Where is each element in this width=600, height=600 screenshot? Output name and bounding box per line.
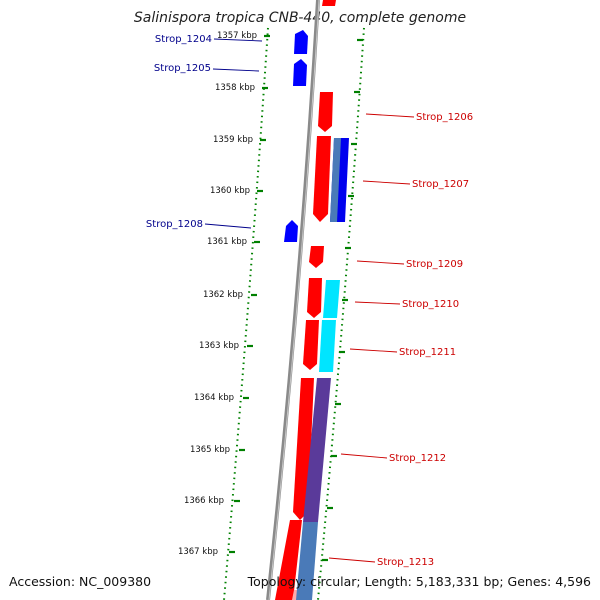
feature-track bbox=[296, 138, 349, 600]
tick-label: 1358 kbp bbox=[215, 83, 255, 93]
tick-label: 1357 kbp bbox=[217, 31, 257, 41]
gene-label-strop-1205: Strop_1205 bbox=[154, 63, 211, 74]
gene-label-strop-1207: Strop_1207 bbox=[412, 179, 469, 190]
tick-labels: 1357 kbp 1358 kbp 1359 kbp 1360 kbp 1361… bbox=[178, 31, 257, 557]
leader-line bbox=[213, 38, 263, 42]
leader-line bbox=[204, 223, 252, 229]
reverse-gene-labels: Strop_1206 Strop_1207 Strop_1209 Strop_1… bbox=[377, 112, 473, 568]
feature-steel-1213 bbox=[296, 522, 318, 600]
forward-gene-labels: Strop_1204 Strop_1205 Strop_1208 bbox=[146, 34, 212, 230]
gene-label-strop-1209: Strop_1209 bbox=[406, 259, 463, 270]
tick-label: 1367 kbp bbox=[178, 547, 218, 557]
tick-label: 1360 kbp bbox=[210, 186, 250, 196]
gene-label-strop-1204: Strop_1204 bbox=[155, 34, 212, 45]
tick-label: 1364 kbp bbox=[194, 393, 234, 403]
gene-label-strop-1206: Strop_1206 bbox=[416, 112, 473, 123]
feature-steel-1207 bbox=[330, 138, 341, 222]
gene-strop-1210 bbox=[307, 278, 322, 318]
gene-label-strop-1212: Strop_1212 bbox=[389, 453, 446, 464]
tick-label: 1363 kbp bbox=[199, 341, 239, 351]
gene-label-strop-1213: Strop_1213 bbox=[377, 557, 434, 568]
tick-label: 1361 kbp bbox=[207, 237, 247, 247]
feature-cyan-1210 bbox=[323, 280, 340, 318]
forward-genes bbox=[284, 30, 308, 242]
gene-strop-1206 bbox=[318, 92, 333, 132]
leader-line bbox=[354, 301, 401, 305]
tick-label: 1365 kbp bbox=[190, 445, 230, 455]
forward-leaders bbox=[204, 38, 263, 229]
feature-purple-1212 bbox=[303, 378, 331, 522]
gene-label-strop-1211: Strop_1211 bbox=[399, 347, 456, 358]
tick-ring bbox=[223, 27, 269, 600]
genome-backbone-highlight bbox=[268, 0, 320, 600]
tick-label: 1366 kbp bbox=[184, 496, 224, 506]
leader-line bbox=[349, 348, 398, 353]
genome-summary-text: Topology: circular; Length: 5,183,331 bp… bbox=[247, 574, 591, 589]
gene-strop-1213 bbox=[275, 520, 302, 600]
gene-strop-1205 bbox=[293, 59, 307, 86]
gene-label-strop-1210: Strop_1210 bbox=[402, 299, 459, 310]
tick-label: 1359 kbp bbox=[213, 135, 253, 145]
reverse-gene-top bbox=[322, 0, 336, 6]
genome-backbone bbox=[266, 0, 320, 600]
accession-text: Accession: NC_009380 bbox=[9, 574, 151, 589]
tick-marks-right bbox=[322, 38, 363, 562]
gene-strop-1208 bbox=[284, 220, 298, 242]
tick-marks bbox=[229, 34, 270, 554]
reverse-leaders bbox=[328, 113, 415, 563]
leader-line bbox=[356, 260, 405, 265]
gene-strop-1204 bbox=[294, 30, 308, 54]
tick-label: 1362 kbp bbox=[203, 290, 243, 300]
feature-cyan-1211 bbox=[319, 320, 336, 372]
gene-strop-1211 bbox=[303, 320, 319, 370]
leader-line bbox=[362, 180, 411, 185]
tick-ring-dots bbox=[223, 27, 269, 600]
gene-strop-1207 bbox=[313, 136, 331, 222]
gene-label-strop-1208: Strop_1208 bbox=[146, 219, 203, 230]
map-title: Salinispora tropica CNB-440, complete ge… bbox=[134, 10, 466, 26]
leader-line bbox=[365, 113, 415, 118]
leader-line bbox=[328, 557, 376, 563]
leader-line bbox=[340, 453, 388, 459]
gene-strop-1209 bbox=[309, 246, 324, 268]
leader-line bbox=[212, 68, 260, 72]
